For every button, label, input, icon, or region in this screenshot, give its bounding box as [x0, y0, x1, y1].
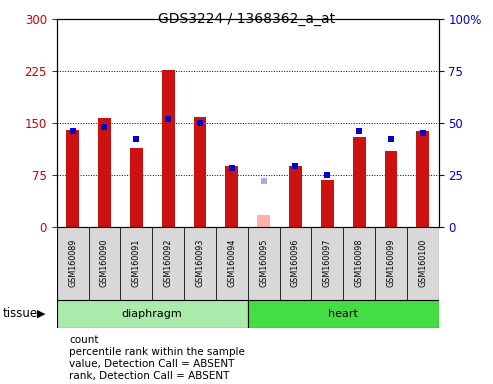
- Text: GSM160091: GSM160091: [132, 239, 141, 287]
- Text: ▶: ▶: [36, 309, 45, 319]
- Text: value, Detection Call = ABSENT: value, Detection Call = ABSENT: [69, 359, 234, 369]
- Bar: [385, 151, 397, 227]
- Bar: [407, 227, 439, 300]
- Bar: [247, 227, 280, 300]
- Bar: [343, 227, 375, 300]
- Bar: [375, 227, 407, 300]
- Text: GSM160096: GSM160096: [291, 239, 300, 287]
- Bar: [57, 300, 247, 328]
- Bar: [289, 166, 302, 227]
- Text: GSM160100: GSM160100: [419, 239, 427, 287]
- Bar: [184, 227, 216, 300]
- Bar: [194, 118, 207, 227]
- Bar: [162, 70, 175, 227]
- Text: GSM160089: GSM160089: [68, 239, 77, 287]
- Bar: [312, 227, 343, 300]
- Text: GSM160098: GSM160098: [354, 239, 364, 287]
- Text: diaphragm: diaphragm: [122, 309, 182, 319]
- Text: count: count: [69, 335, 99, 345]
- Bar: [225, 166, 238, 227]
- Bar: [257, 215, 270, 227]
- Text: rank, Detection Call = ABSENT: rank, Detection Call = ABSENT: [69, 371, 229, 381]
- Text: GSM160095: GSM160095: [259, 239, 268, 287]
- Text: heart: heart: [328, 309, 358, 319]
- Bar: [57, 227, 89, 300]
- Bar: [98, 118, 111, 227]
- Bar: [321, 180, 334, 227]
- Text: GSM160090: GSM160090: [100, 239, 109, 287]
- Bar: [152, 227, 184, 300]
- Bar: [130, 149, 142, 227]
- Bar: [66, 130, 79, 227]
- Bar: [417, 131, 429, 227]
- Text: GSM160099: GSM160099: [387, 239, 395, 287]
- Text: percentile rank within the sample: percentile rank within the sample: [69, 347, 245, 357]
- Text: GSM160092: GSM160092: [164, 239, 173, 287]
- Text: GSM160093: GSM160093: [195, 239, 205, 287]
- Bar: [353, 137, 365, 227]
- Text: GSM160097: GSM160097: [323, 239, 332, 287]
- Bar: [120, 227, 152, 300]
- Bar: [89, 227, 120, 300]
- Text: tissue: tissue: [2, 308, 37, 320]
- Bar: [216, 227, 247, 300]
- Text: GSM160094: GSM160094: [227, 239, 236, 287]
- Bar: [247, 300, 439, 328]
- Bar: [280, 227, 312, 300]
- Text: GDS3224 / 1368362_a_at: GDS3224 / 1368362_a_at: [158, 12, 335, 25]
